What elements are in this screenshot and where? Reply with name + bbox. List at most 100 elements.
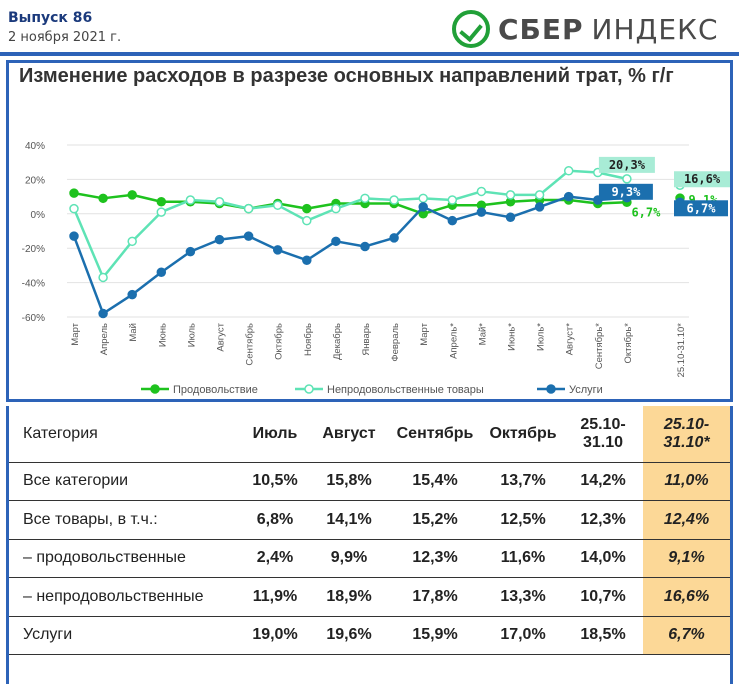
data-point [156,197,167,207]
y-tick-label: 20% [25,175,45,186]
data-point [622,174,632,184]
data-point [563,191,574,202]
row-value-cell: 11,6% [483,538,563,578]
legend-marker [304,384,314,394]
x-tick-label: Июнь [157,323,168,347]
data-point [534,190,545,200]
data-point [98,308,108,319]
row-value-cell: 16,6% [643,577,730,616]
x-tick-label: Ноябрь [303,323,314,356]
header-july: Июль [252,424,298,442]
data-point [447,195,458,205]
data-point [185,246,196,257]
row-value-cell: 9,9% [311,538,387,578]
row-value-cell: 18,9% [311,577,387,616]
data-point [98,193,108,204]
data-point [447,215,458,226]
row-value-cell: 10,7% [563,577,643,616]
x-tick-label: Январь [361,323,372,356]
row-value-cell: 10,5% [239,461,311,501]
legend-label: Непродовольственные товары [327,384,484,396]
row-value-cell: 9,1% [643,538,730,578]
data-point [214,234,225,245]
data-point [302,203,312,214]
data-point [331,203,341,214]
row-value-cell: 17,8% [387,577,483,616]
table-panel: Категория Июль Август Сентябрь Октябрь 2… [6,406,733,684]
data-point [127,289,137,300]
table-row: Все категории 10,5% 15,8% 15,4% 13,7% 14,2% 11… [9,461,730,501]
issue-number: Выпуск 86 [8,10,93,26]
legend-label: Услуги [569,384,603,396]
header-week: 25.10- 31.10 [563,406,643,462]
x-tick-label: Сентябрь [245,323,256,366]
row-value-cell: 12,3% [387,538,483,578]
data-point [360,241,370,252]
annotation-services-last: 9,3% [611,185,641,199]
data-point [69,231,79,241]
data-point [127,236,137,247]
row-value-cell: 19,6% [311,615,387,655]
legend-marker [150,384,160,394]
header: Выпуск 86 2 ноября 2021 г. СБЕР ИНДЕКС [0,0,739,56]
x-tick-label: Март [419,322,430,345]
data-point [185,195,196,205]
table-row: Услуги 19,0% 19,6% 15,9% 17,0% 18,5% 6,7% [9,615,730,655]
row-value-cell: 18,5% [563,615,643,655]
header-week-forecast: 25.10- 31.10* [643,406,730,462]
x-tick-label: Май [128,323,139,342]
table-row: – непродовольственные 11,9% 18,9% 17,8% 13,3… [9,577,730,616]
data-point [214,197,225,207]
row-category-label: Все товары, в т.ч.: [9,500,239,539]
data-point [302,255,312,265]
header-october: Октябрь [489,424,557,442]
x-tick-label: Июнь* [507,323,518,351]
y-tick-label: 0% [31,210,46,221]
data-point [389,233,399,243]
annotation-food-last: 6,7% [631,205,661,219]
checkmark-logo-icon [452,10,490,48]
row-category-label: – продовольственные [9,538,239,578]
row-value-cell: 15,9% [387,615,483,655]
data-point [563,166,574,176]
row-value-cell: 14,0% [563,538,643,578]
x-tick-label: Июль [186,323,197,347]
x-tick-label: Апрель* [448,323,459,359]
x-tick-label: Октябрь* [623,323,634,364]
issue-date: 2 ноября 2021 г. [8,30,122,45]
row-category-label: Услуги [9,615,239,655]
spending-table: Категория Июль Август Сентябрь Октябрь 2… [9,406,730,655]
data-point [243,231,254,241]
data-point [272,245,283,255]
data-point [127,190,137,200]
annotation-nonfood-extra: 16,6% [684,172,721,186]
row-value-cell: 13,3% [483,577,563,616]
brand-name-light: ИНДЕКС [591,12,719,46]
y-tick-label: 40% [25,141,45,152]
row-value-cell: 6,7% [643,615,730,655]
data-point [272,200,283,210]
x-tick-label: Май* [477,323,488,346]
brand-logo: СБЕР ИНДЕКС [452,6,732,52]
y-tick-label: -20% [22,244,45,255]
row-value-cell: 12,3% [563,500,643,539]
x-tick-label: Август* [565,323,576,356]
data-point [98,272,108,283]
annotation-services-last-box [598,183,653,200]
header-august: Август [322,424,376,442]
data-point [331,236,341,247]
row-value-cell: 11,0% [643,461,730,501]
table-row: Все товары, в т.ч.: 6,8% 14,1% 15,2% 12,5% 12… [9,500,730,539]
row-category-label: – непродовольственные [9,577,239,616]
x-tick-label: Июль* [536,323,547,351]
annotation-nonfood-extra-box [674,171,730,188]
row-value-cell: 15,4% [387,461,483,501]
row-value-cell: 12,5% [483,500,563,539]
data-point [243,203,254,214]
row-value-cell: 15,8% [311,461,387,501]
row-value-cell: 2,4% [239,538,311,578]
series-line [72,195,627,315]
x-tick-label: Февраль [390,323,401,362]
y-tick-label: -60% [22,313,45,324]
row-value-cell: 6,8% [239,500,311,539]
